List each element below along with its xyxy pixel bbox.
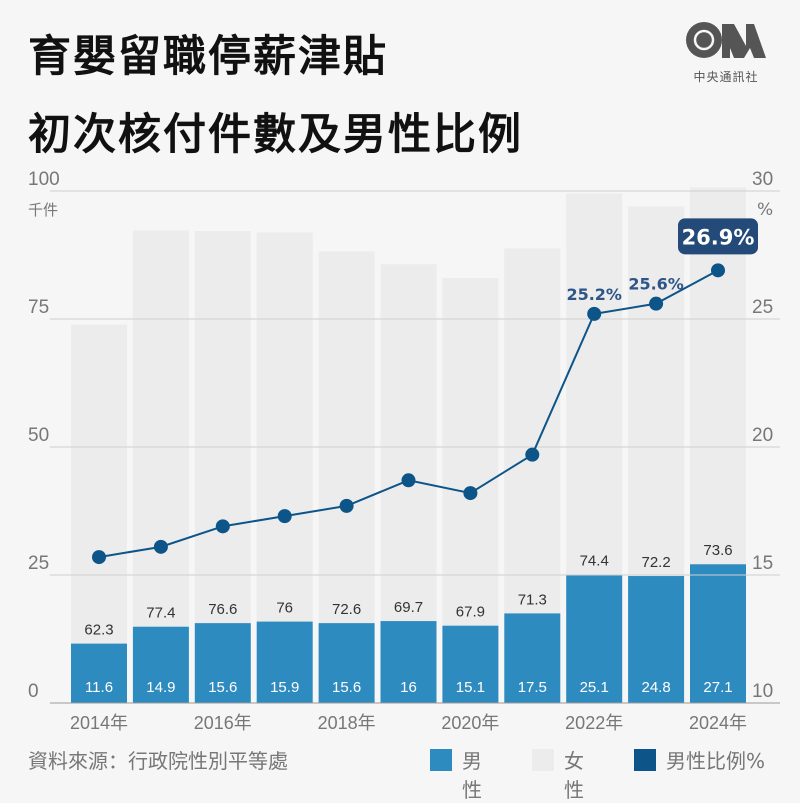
bar-male-label: 14.9	[146, 679, 175, 696]
logo-subtitle: 中央通訊社	[693, 70, 759, 84]
left-tick-label: 25	[28, 553, 49, 574]
bar-female	[194, 230, 251, 624]
bar-female-label: 76.6	[208, 601, 237, 618]
bar-male	[442, 625, 499, 703]
bar-male-label: 15.1	[456, 679, 485, 696]
right-axis-unit: %	[757, 200, 773, 220]
right-tick-label: 20	[752, 425, 773, 446]
bar-female-label: 71.3	[518, 591, 547, 608]
bar-female	[318, 251, 375, 624]
ratio-point	[649, 296, 664, 311]
bar-male	[380, 621, 437, 703]
bar-male	[318, 623, 375, 703]
bar-male-label: 27.1	[703, 679, 732, 696]
legend-label-male: 男性	[462, 749, 482, 802]
bar-male	[690, 564, 746, 703]
ratio-label: 26.9%	[682, 225, 755, 249]
bar-female-label: 76	[276, 600, 293, 617]
bar-female	[566, 193, 623, 575]
ratio-highlight-box	[678, 218, 758, 255]
bar-female	[504, 248, 561, 614]
bar-female-label: 73.6	[703, 542, 732, 559]
x-tick-label: 2020年	[441, 713, 499, 733]
left-tick-label: 0	[28, 681, 39, 702]
ratio-point	[587, 306, 602, 321]
left-tick-label: 50	[28, 425, 49, 446]
ratio-label: 25.2%	[566, 285, 622, 304]
bar-male-label: 11.6	[85, 679, 113, 696]
bar-male-label: 15.9	[270, 679, 299, 696]
left-tick-label: 75	[28, 297, 49, 318]
source-note: 資料來源：行政院性別平等處	[28, 749, 288, 773]
x-tick-label: 2014年	[70, 713, 128, 733]
bar-male	[132, 626, 189, 703]
right-tick-label: 30	[752, 169, 773, 190]
bar-male	[71, 643, 127, 703]
bar-female	[380, 264, 437, 622]
right-tick-label: 25	[752, 297, 773, 318]
legend-label-ratio: 男性比例%	[666, 749, 766, 773]
bar-male	[566, 574, 623, 703]
ratio-point	[153, 539, 168, 554]
ratio-point	[463, 486, 478, 501]
bar-male-label: 25.1	[580, 679, 609, 696]
ratio-point	[401, 473, 416, 488]
ratio-point	[92, 550, 106, 565]
bar-male-label: 24.8	[641, 679, 670, 696]
legend-label-female: 女性	[564, 749, 584, 802]
legend-swatch-female	[532, 749, 554, 771]
x-tick-label: 2024年	[689, 713, 747, 733]
left-axis-unit: 千件	[28, 201, 58, 219]
bar-female	[442, 278, 499, 626]
bar-male	[194, 623, 251, 703]
cna-logo-icon	[686, 22, 766, 58]
bar-female-label: 62.3	[84, 622, 113, 639]
bar-male-label: 16	[400, 679, 417, 696]
left-tick-label: 100	[28, 169, 60, 190]
bar-female-label: 74.4	[580, 552, 609, 569]
ratio-point	[215, 519, 230, 534]
chart-title-line1: 育嬰留職停薪津貼	[28, 32, 388, 82]
x-tick-label: 2022年	[565, 713, 623, 733]
bar-male-label: 17.5	[518, 679, 547, 696]
x-tick-label: 2016年	[194, 713, 252, 733]
bar-female	[132, 230, 189, 627]
bar-female	[71, 324, 127, 644]
ratio-point	[525, 447, 540, 462]
x-tick-label: 2018年	[318, 713, 376, 733]
right-tick-label: 10	[752, 681, 773, 702]
ratio-label: 25.6%	[628, 275, 684, 294]
bar-male-label: 15.6	[208, 679, 237, 696]
bar-female	[256, 232, 313, 622]
legend-swatch-ratio	[634, 749, 656, 771]
bar-female-label: 67.9	[456, 604, 485, 621]
bar-male-label: 15.6	[332, 679, 361, 696]
bar-female	[628, 206, 685, 577]
bar-female-label: 72.6	[332, 601, 361, 618]
bar-male	[504, 613, 561, 703]
ratio-point	[277, 509, 292, 524]
cna-logo: 中央通訊社	[684, 18, 768, 85]
ratio-point	[711, 263, 725, 278]
bar-female-label: 77.4	[146, 605, 175, 622]
right-tick-label: 15	[752, 553, 773, 574]
chart-title-line2: 初次核付件數及男性比例	[28, 110, 523, 160]
ratio-point	[339, 498, 354, 513]
bar-male	[628, 576, 685, 703]
legend-swatch-male	[430, 749, 452, 771]
bar-female-label: 69.7	[394, 599, 423, 616]
bar-female-label: 72.2	[641, 554, 670, 571]
bar-male	[256, 621, 313, 703]
